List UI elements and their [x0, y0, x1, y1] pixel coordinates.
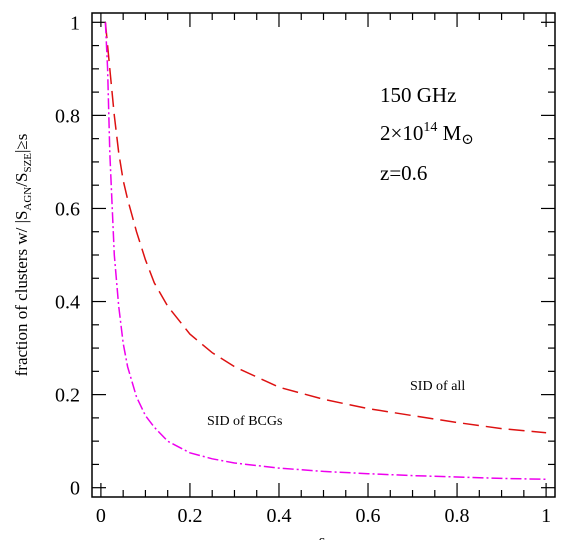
- series-lines: [104, 22, 547, 481]
- axis-ticks: [92, 13, 555, 497]
- x-tick-label: 0: [96, 505, 106, 527]
- y-axis-label: fraction of clusters w/ |SAGN/SSZE|≥s: [12, 134, 34, 377]
- y-tick-label: 0: [70, 478, 80, 500]
- axis-tick-labels: 0 0.2 0.4 0.6 0.8 1 0 0.2 0.4 0.6 0.8 1: [55, 12, 551, 527]
- plot-frame: [91, 12, 556, 498]
- y-axis-label-prefix: fraction of clusters w/ |S: [12, 211, 31, 377]
- x-axis-label: s: [319, 531, 326, 540]
- y-axis-label-mid: /S: [12, 173, 31, 187]
- y-tick-label: 0.6: [55, 198, 80, 220]
- annotation-mass-unit: M: [437, 121, 461, 145]
- x-tick-label: 0.6: [356, 505, 381, 527]
- annotation-mass: 2×1014 M⊙: [380, 120, 474, 148]
- x-tick-label: 0.4: [266, 505, 291, 527]
- x-tick-label: 0.2: [177, 505, 202, 527]
- y-axis-label-suffix: |≥s: [12, 134, 31, 153]
- annotation-mass-base: 2×10: [380, 121, 423, 145]
- series-label-bcgs: SID of BCGs: [207, 414, 282, 429]
- y-tick-label: 1: [70, 12, 80, 34]
- annotation-frequency: 150 GHz: [380, 83, 456, 107]
- y-axis-label-sub-sze: SZE: [22, 153, 34, 173]
- series-line-all: [104, 22, 547, 434]
- sun-symbol-icon: ⊙: [461, 132, 474, 148]
- y-tick-label: 0.4: [55, 292, 80, 314]
- y-tick-label: 0.8: [55, 105, 80, 127]
- annotation-mass-exponent: 14: [423, 120, 437, 135]
- annotation-redshift: z=0.6: [380, 161, 427, 185]
- series-line-bcgs: [104, 22, 547, 481]
- series-label-all: SID of all: [410, 379, 465, 394]
- y-tick-label: 0.2: [55, 385, 80, 407]
- x-tick-label: 0.8: [445, 505, 470, 527]
- y-axis-label-sub-agn: AGN: [22, 187, 34, 211]
- x-tick-label: 1: [541, 505, 551, 527]
